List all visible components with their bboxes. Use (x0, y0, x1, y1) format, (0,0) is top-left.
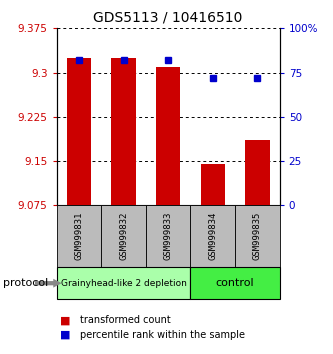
Bar (146, 205, 190, 267)
Text: protocol: protocol (3, 278, 49, 288)
Bar (67, 58, 91, 205)
Bar (111, 58, 136, 205)
Text: ■: ■ (60, 315, 71, 325)
Text: ■: ■ (60, 330, 71, 339)
Text: GSM999832: GSM999832 (119, 212, 128, 261)
Bar (190, 205, 235, 267)
Bar (57, 205, 101, 267)
Bar (57, 267, 190, 299)
Text: Grainyhead-like 2 depletion: Grainyhead-like 2 depletion (61, 279, 186, 288)
Text: GSM999835: GSM999835 (253, 212, 262, 261)
Bar (235, 205, 280, 267)
Bar (200, 164, 225, 205)
Text: control: control (216, 278, 254, 288)
Text: transformed count: transformed count (80, 315, 171, 325)
Bar (101, 205, 146, 267)
Text: GSM999831: GSM999831 (74, 212, 84, 261)
Title: GDS5113 / 10416510: GDS5113 / 10416510 (94, 10, 243, 24)
Text: GSM999833: GSM999833 (164, 212, 173, 261)
Text: GSM999834: GSM999834 (208, 212, 217, 261)
Bar (245, 141, 270, 205)
Text: percentile rank within the sample: percentile rank within the sample (80, 330, 245, 339)
Bar (190, 267, 280, 299)
Bar (156, 67, 180, 205)
